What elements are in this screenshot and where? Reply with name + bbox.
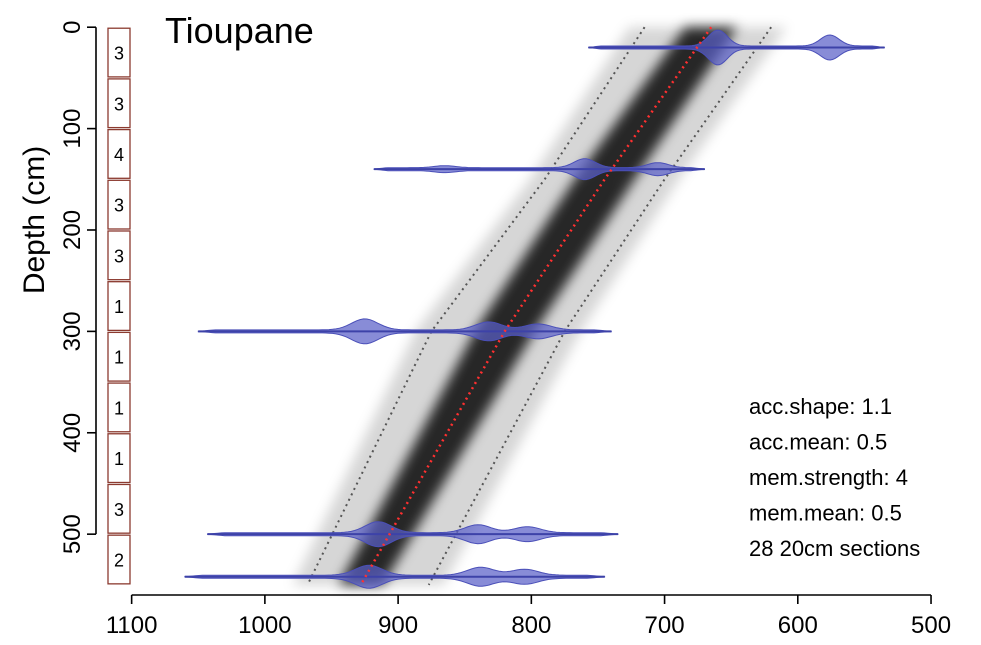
y-tick: 0 — [59, 21, 96, 34]
section-box — [107, 483, 131, 534]
section-value: 1 — [114, 449, 124, 469]
date-distribution — [588, 29, 885, 66]
accumulation-section: 2 — [107, 534, 131, 585]
y-tick-label: 400 — [59, 413, 86, 453]
section-value: 1 — [114, 398, 124, 418]
age-depth-cloud-core — [338, 27, 738, 585]
accumulation-section: 1 — [107, 433, 131, 484]
y-tick-label: 100 — [59, 109, 86, 149]
accumulation-section: 3 — [107, 179, 131, 230]
plot-area — [184, 26, 885, 589]
x-tick: 1100 — [106, 595, 158, 639]
section-box — [107, 230, 131, 281]
x-tick-label: 1100 — [106, 612, 158, 639]
chart-title: Tioupane — [165, 10, 314, 51]
accumulation-section: 1 — [107, 331, 131, 382]
parameter-line: mem.strength: 4 — [749, 465, 908, 490]
x-tick-label: 900 — [378, 612, 418, 639]
section-value: 3 — [114, 94, 124, 114]
y-tick-label: 300 — [59, 311, 86, 351]
section-value: 3 — [114, 500, 124, 520]
cloud-core-segment — [338, 331, 535, 585]
parameter-line: 28 20cm sections — [749, 536, 920, 561]
y-tick-label: 500 — [59, 514, 86, 554]
y-axis-label: Depth (cm) — [18, 146, 51, 294]
section-box — [107, 179, 131, 230]
x-tick-label: 500 — [911, 612, 951, 639]
section-value: 3 — [114, 44, 124, 64]
parameter-line: mem.mean: 0.5 — [749, 501, 902, 526]
section-box — [107, 534, 131, 585]
section-value: 4 — [114, 145, 124, 165]
x-tick: 900 — [378, 595, 418, 639]
x-tick: 1000 — [238, 595, 292, 639]
x-tick-label: 700 — [645, 612, 685, 639]
median-age-line — [359, 26, 713, 586]
section-value: 2 — [114, 551, 124, 571]
y-tick: 400 — [59, 413, 96, 453]
x-tick: 800 — [511, 595, 551, 639]
y-tick-label: 200 — [59, 210, 86, 250]
section-box — [107, 382, 131, 433]
y-tick-label: 0 — [59, 21, 86, 34]
confidence-upper-line — [427, 26, 772, 586]
parameter-line: acc.shape: 1.1 — [749, 394, 892, 419]
accumulation-section: 3 — [107, 78, 131, 129]
section-box — [107, 281, 131, 332]
x-tick: 600 — [778, 595, 818, 639]
parameter-line: acc.mean: 0.5 — [749, 430, 887, 455]
x-tick-label: 800 — [511, 612, 551, 639]
x-tick-label: 1000 — [238, 612, 291, 639]
section-box — [107, 433, 131, 484]
section-value: 3 — [114, 246, 124, 266]
y-tick: 100 — [59, 109, 96, 149]
accumulation-section: 1 — [107, 382, 131, 433]
y-tick: 500 — [59, 514, 96, 554]
accumulation-section: 1 — [107, 281, 131, 332]
confidence-lower-line — [306, 26, 646, 586]
x-tick: 700 — [645, 595, 685, 639]
date-distribution — [184, 564, 606, 589]
date-distribution — [373, 158, 705, 181]
model-parameters: acc.shape: 1.1 acc.mean: 0.5 mem.strength:… — [749, 394, 920, 561]
section-box — [107, 128, 131, 179]
x-tick: 500 — [911, 595, 951, 639]
section-box — [107, 78, 131, 129]
axes: 1100 1000 900 800 700 600 500 0 100 200 300 400 500 — [59, 21, 951, 639]
accumulation-section: 3 — [107, 230, 131, 281]
section-value: 3 — [114, 196, 124, 216]
section-value: 1 — [114, 348, 124, 368]
accumulation-section: 4 — [107, 128, 131, 179]
section-box — [107, 27, 131, 78]
x-tick-label: 600 — [778, 612, 818, 639]
y-tick: 200 — [59, 210, 96, 250]
section-box — [107, 331, 131, 382]
accumulation-sections: 3 3 4 3 3 1 1 1 1 3 2 — [107, 27, 131, 585]
date-distribution — [197, 318, 612, 345]
accumulation-section: 3 — [107, 483, 131, 534]
date-distribution — [207, 521, 619, 548]
accumulation-section: 3 — [107, 27, 131, 78]
y-tick: 300 — [59, 311, 96, 351]
section-value: 1 — [114, 297, 124, 317]
cloud-core-segment — [574, 27, 738, 180]
